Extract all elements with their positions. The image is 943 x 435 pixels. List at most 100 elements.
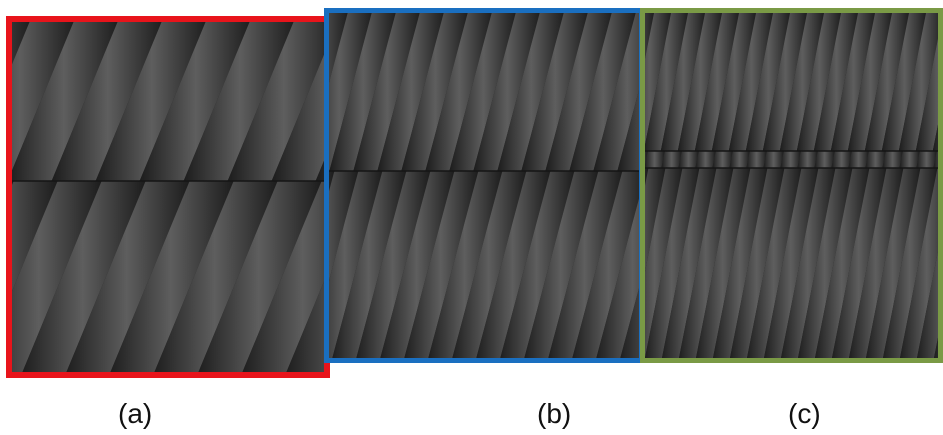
fringe-stripe <box>475 171 551 363</box>
fringe-stripe <box>547 171 623 363</box>
fringe-stripe <box>881 8 927 151</box>
fringe-stripe <box>545 8 613 171</box>
fringe-stripe <box>64 181 190 378</box>
fringe-stripe <box>882 151 903 168</box>
fringe-stripe <box>497 8 565 171</box>
fringe-stripe <box>329 8 397 171</box>
fringe-stripe <box>712 151 733 168</box>
fringe-stripe <box>595 179 644 363</box>
fringe-stripe <box>848 151 869 168</box>
fringe-stripe <box>379 171 455 363</box>
fringe-stripe <box>425 8 493 171</box>
fringe-stripe <box>745 8 791 151</box>
fringe-seam-line <box>640 150 943 152</box>
caption-c: (c) <box>788 398 821 429</box>
fringe-stripe <box>499 171 575 363</box>
fringe-stripe <box>898 8 943 151</box>
fringe-stripe <box>695 151 716 168</box>
fringe-stripe <box>643 8 689 151</box>
fringe-stripe <box>814 168 870 363</box>
fringe-stripe <box>780 151 801 168</box>
fringe-stripe <box>571 171 644 363</box>
fringe-stripe <box>227 16 330 181</box>
fringe-stripe <box>813 8 859 151</box>
fringe-stripe <box>523 171 599 363</box>
fringe-stripe <box>830 8 876 151</box>
fringe-stripe <box>728 8 774 151</box>
fringe-stripe <box>864 8 910 151</box>
fringe-stripe <box>661 151 682 168</box>
fringe-stripe <box>324 171 383 363</box>
fringe-stripe <box>644 168 700 363</box>
fringe-stripe <box>95 16 208 181</box>
fringe-panel-a <box>6 16 330 378</box>
fringe-stripe <box>152 181 278 378</box>
fringe-stripe <box>746 151 767 168</box>
fringe-stripe <box>848 168 904 363</box>
fringe-seam-line <box>6 180 330 182</box>
fringe-stripe <box>694 8 740 151</box>
fringe-stripe <box>451 171 527 363</box>
fringe-stripe <box>831 151 852 168</box>
fringe-stripe <box>569 8 637 171</box>
fringe-stripe <box>779 8 825 151</box>
fringe-image-b <box>324 8 644 363</box>
fringe-stripe <box>6 16 76 181</box>
fringe-stripe <box>183 16 296 181</box>
fringe-stripe <box>401 8 469 171</box>
fringe-stripe <box>831 168 887 363</box>
fringe-stripe <box>899 168 943 363</box>
fringe-stripe <box>284 266 330 378</box>
fringe-stripe <box>473 8 541 171</box>
fringe-stripe <box>403 171 479 363</box>
fringe-stripe <box>324 8 373 171</box>
fringe-stripe <box>324 8 349 102</box>
fringe-image-a <box>6 16 330 378</box>
fringe-stripe <box>240 181 330 378</box>
fringe-stripe <box>617 71 644 171</box>
fringe-stripe <box>51 16 164 181</box>
fringe-stripe <box>331 171 407 363</box>
fringe-stripe <box>797 168 853 363</box>
fringe-stripe <box>899 151 920 168</box>
fringe-stripe <box>796 8 842 151</box>
fringe-stripe <box>865 168 921 363</box>
fringe-stripe <box>196 181 322 378</box>
fringe-seam-line <box>640 167 943 169</box>
fringe-stripe <box>711 8 757 151</box>
panel-border <box>640 8 943 363</box>
fringe-stripe <box>712 168 768 363</box>
fringe-stripe <box>780 168 836 363</box>
fringe-stripe <box>619 269 644 363</box>
fringe-stripe <box>678 151 699 168</box>
fringe-seam-line <box>324 170 644 172</box>
fringe-stripe <box>640 8 672 151</box>
fringe-stripe <box>640 168 683 363</box>
fringe-stripe <box>377 8 445 171</box>
fringe-stripe <box>6 181 102 378</box>
fringe-stripe <box>271 40 330 181</box>
fringe-stripe <box>814 151 835 168</box>
fringe-stripe <box>763 168 819 363</box>
fringe-stripe <box>6 181 58 306</box>
fringe-stripe <box>640 168 666 298</box>
fringe-stripe <box>865 151 886 168</box>
fringe-stripe <box>677 8 723 151</box>
fringe-stripe <box>593 8 644 171</box>
fringe-panel-b <box>324 8 644 363</box>
fringe-stripe <box>355 171 431 363</box>
fringe-stripe <box>797 151 818 168</box>
fringe-stripe <box>660 8 706 151</box>
fringe-stripe <box>521 8 589 171</box>
fringe-stripe <box>695 168 751 363</box>
fringe-stripe <box>449 8 517 171</box>
fringe-stripe <box>661 168 717 363</box>
fringe-stripe <box>678 168 734 363</box>
fringe-stripe <box>916 151 937 168</box>
fringe-stripe <box>746 168 802 363</box>
fringe-stripe <box>20 181 146 378</box>
fringe-stripe <box>847 8 893 151</box>
fringe-stripe <box>729 151 750 168</box>
fringe-stripe <box>763 151 784 168</box>
fringe-stripe <box>139 16 252 181</box>
